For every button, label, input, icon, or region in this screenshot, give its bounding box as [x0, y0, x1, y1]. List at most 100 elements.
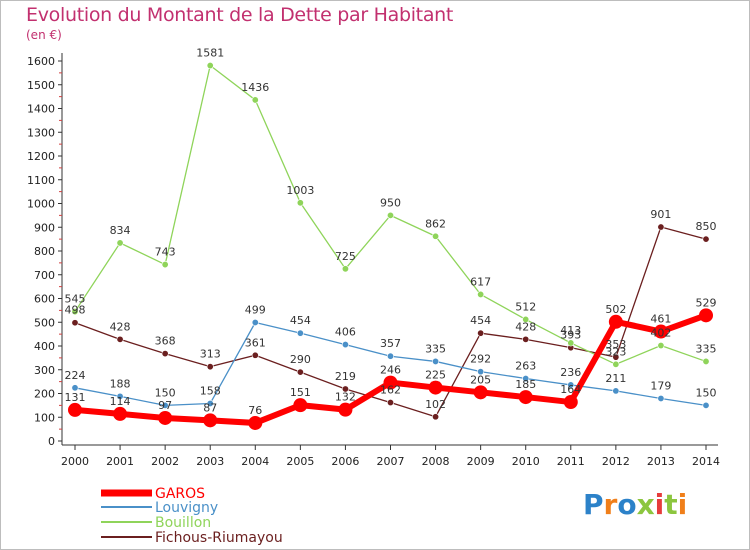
data-point	[341, 385, 349, 393]
x-tick-label: 2012	[602, 455, 630, 468]
y-tick-label: 1500	[27, 79, 55, 92]
data-point	[158, 410, 173, 425]
data-label: 1581	[196, 47, 224, 60]
logo-letter: t	[664, 488, 678, 521]
data-point	[206, 62, 214, 70]
data-point	[203, 413, 218, 428]
chart-title: Evolution du Montant de la Dette par Hab…	[26, 4, 454, 26]
data-point	[612, 387, 620, 395]
data-point	[657, 394, 665, 402]
data-point	[116, 392, 124, 400]
x-tick-label: 2006	[331, 455, 359, 468]
data-label: 323	[605, 345, 626, 358]
data-point	[428, 380, 443, 395]
data-label: 76	[248, 404, 262, 417]
logo-letter: o	[617, 488, 637, 521]
data-label: 150	[696, 386, 717, 399]
legend-label: Fichous-Riumayou	[155, 530, 283, 546]
data-label: 1436	[241, 81, 269, 94]
data-point	[341, 341, 349, 349]
data-label: 179	[650, 379, 671, 392]
data-label: 743	[155, 246, 176, 259]
data-point	[657, 342, 665, 350]
data-label: 211	[605, 372, 626, 385]
data-point	[653, 324, 668, 339]
data-label: 219	[335, 370, 356, 383]
data-label: 335	[696, 342, 717, 355]
data-label: 188	[110, 377, 131, 390]
data-point	[608, 314, 623, 329]
data-point	[522, 335, 530, 343]
data-label: 502	[605, 303, 626, 316]
data-point	[567, 339, 575, 347]
data-label: 335	[425, 342, 446, 355]
proxiti-logo: Proxiti	[583, 488, 687, 521]
x-tick-label: 2005	[286, 455, 314, 468]
data-label: 97	[158, 399, 172, 412]
data-label: 499	[245, 303, 266, 316]
data-label: 102	[425, 398, 446, 411]
data-point	[432, 357, 440, 365]
x-tick-label: 2000	[61, 455, 89, 468]
data-label: 131	[65, 391, 86, 404]
data-point	[293, 398, 308, 413]
data-label: 290	[290, 353, 311, 366]
data-label: 529	[696, 296, 717, 309]
data-label: 164	[560, 383, 581, 396]
y-tick-label: 100	[34, 411, 55, 424]
data-label: 1003	[286, 184, 314, 197]
data-point	[702, 401, 710, 409]
data-label: 850	[696, 220, 717, 233]
data-point	[71, 319, 79, 327]
data-point	[116, 335, 124, 343]
logo-letter: r	[603, 488, 618, 521]
data-point	[383, 375, 398, 390]
data-label: 461	[650, 313, 671, 326]
data-point	[386, 399, 394, 407]
chart-unit: (en €)	[26, 28, 62, 42]
x-tick-label: 2010	[512, 455, 540, 468]
y-tick-label: 1600	[27, 55, 55, 68]
data-label: 428	[515, 320, 536, 333]
x-tick-label: 2003	[196, 455, 224, 468]
x-tick-label: 2008	[422, 455, 450, 468]
data-point	[296, 368, 304, 376]
data-label: 150	[155, 386, 176, 399]
data-label: 617	[470, 275, 491, 288]
data-label: 950	[380, 196, 401, 209]
data-point	[563, 395, 578, 410]
data-label: 292	[470, 353, 491, 366]
y-tick-label: 1200	[27, 150, 55, 163]
logo-letter: P	[583, 488, 604, 521]
data-point	[161, 261, 169, 269]
x-tick-label: 2009	[467, 455, 495, 468]
data-label: 402	[650, 327, 671, 340]
data-point	[432, 413, 440, 421]
y-tick-label: 1400	[27, 103, 55, 116]
y-tick-label: 700	[34, 269, 55, 282]
y-tick-label: 500	[34, 316, 55, 329]
data-point	[386, 352, 394, 360]
data-point	[68, 402, 82, 417]
data-point	[699, 308, 713, 323]
data-point	[251, 351, 259, 359]
legend-label: GAROS	[155, 486, 205, 502]
data-label: 361	[245, 336, 266, 349]
data-point	[161, 401, 169, 409]
data-label: 263	[515, 360, 536, 373]
y-tick-label: 1000	[27, 198, 55, 211]
data-point	[567, 381, 575, 389]
data-label: 406	[335, 326, 356, 339]
data-point	[113, 406, 128, 421]
x-tick-label: 2004	[241, 455, 269, 468]
data-label: 87	[203, 401, 217, 414]
data-point	[296, 329, 304, 337]
y-tick-label: 800	[34, 245, 55, 258]
data-label: 368	[155, 335, 176, 348]
data-point	[657, 223, 665, 231]
logo-letter: x	[636, 488, 655, 521]
data-point	[612, 353, 620, 361]
data-label: 862	[425, 217, 446, 230]
data-point	[161, 350, 169, 358]
